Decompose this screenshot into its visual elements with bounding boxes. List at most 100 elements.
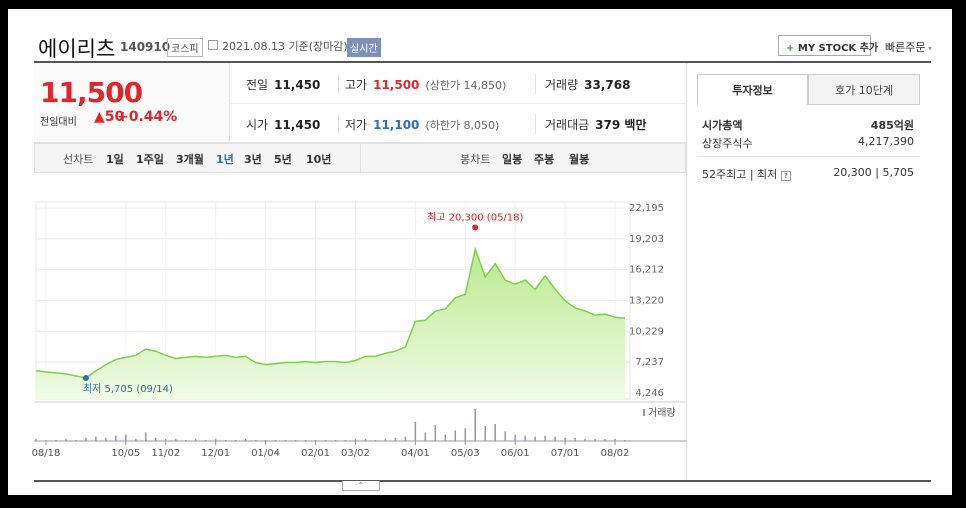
tab[interactable]: 1일 <box>106 153 124 166</box>
summary-label: 저가 <box>345 118 368 132</box>
volume-bar <box>574 437 576 441</box>
tab-group-label: 봉차트 <box>460 153 491 166</box>
summary-cell: 거래대금 379 백만 <box>545 116 652 133</box>
stock-code: 140910 <box>120 40 171 54</box>
low-marker <box>82 374 89 381</box>
summary-cell: 시가 11,450 <box>246 116 326 133</box>
volume-bar <box>584 438 586 441</box>
panel-divider <box>686 63 687 480</box>
volume-bar <box>55 439 57 441</box>
tab[interactable]: 1년 <box>216 153 234 166</box>
side-tab[interactable] <box>808 74 920 105</box>
volume-bar <box>274 439 277 441</box>
volume-bar <box>494 423 496 441</box>
col-divider <box>338 114 339 134</box>
volume-bar <box>354 438 357 441</box>
volume-bar <box>155 437 157 441</box>
stock-name: 에이리츠 <box>38 37 116 61</box>
y-tick-label: 10,229 <box>629 326 664 337</box>
volume-bar <box>324 439 327 441</box>
side-label: 52주최고 | 최저 ? <box>702 166 791 182</box>
volume-bar <box>424 432 427 441</box>
x-tick-label: 05/03 <box>451 448 480 459</box>
tab[interactable]: 10년 <box>306 153 332 166</box>
current-price: 11,500 <box>40 76 143 109</box>
y-tick-label: 22,195 <box>629 203 664 214</box>
tab[interactable]: 월봉 <box>569 153 590 166</box>
volume-bar <box>434 425 437 441</box>
y-tick-label: 13,220 <box>629 296 664 307</box>
row-divider <box>230 103 686 104</box>
volume-bar <box>614 438 616 441</box>
x-tick-label: 01/04 <box>251 448 280 459</box>
volume-bar <box>404 436 407 441</box>
price-box <box>34 63 230 143</box>
col-divider <box>535 114 536 134</box>
x-tick-label: 06/01 <box>501 448 530 459</box>
volume-bar <box>334 439 337 441</box>
volume-bar <box>514 434 516 441</box>
tab[interactable]: 3년 <box>244 153 262 166</box>
area-fill <box>36 249 625 399</box>
header-rule <box>34 61 931 63</box>
volume-bar <box>394 437 397 441</box>
volume-bar <box>444 434 447 441</box>
side-value: 20,300 | 5,705 <box>833 166 914 179</box>
quick-order-label[interactable]: 빠른주문 <box>885 41 926 54</box>
summary-value: 33,768 <box>584 78 631 92</box>
my-stock-button[interactable] <box>778 35 871 56</box>
y-tick-label: 7,237 <box>635 357 664 368</box>
volume-bar <box>194 438 197 441</box>
summary-value: 379 백만 <box>595 118 647 132</box>
volume-bar <box>414 421 417 441</box>
tab-group-label: 선차트 <box>63 153 94 166</box>
change-rate: +0.44% <box>117 109 178 125</box>
side-divider <box>697 156 920 157</box>
row-divider <box>230 142 686 143</box>
side-value: 485억원 <box>870 119 914 132</box>
change-label: 전일대비 <box>40 117 77 128</box>
quick-order[interactable]: 빠른주문 ▾ <box>885 41 933 54</box>
volume-bar <box>95 436 97 441</box>
x-tick-label: 11/02 <box>151 448 180 459</box>
high-label: 최고 20,300 (05/18) <box>427 212 523 224</box>
volume-bar <box>484 426 486 441</box>
volume-bar <box>45 439 47 441</box>
volume-bar <box>454 430 457 441</box>
x-tick-label: 04/01 <box>401 448 430 459</box>
side-tab-label[interactable]: 투자정보 <box>732 84 773 97</box>
summary-value: 11,450 <box>274 118 321 132</box>
tab[interactable]: 3개월 <box>176 153 204 166</box>
summary-value: 11,450 <box>274 78 321 92</box>
side-tab-label[interactable]: 호가 10단계 <box>835 84 893 97</box>
tab[interactable]: 주봉 <box>534 153 555 166</box>
x-tick-label: 10/05 <box>111 448 140 459</box>
x-tick-label: 08/18 <box>32 448 61 459</box>
side-value: 4,217,390 <box>858 135 914 148</box>
volume-bar <box>145 432 147 441</box>
volume-bar <box>374 439 377 441</box>
volume-bar <box>224 439 227 441</box>
tab[interactable]: 1주일 <box>136 153 164 166</box>
help-icon[interactable]: ? <box>780 171 791 181</box>
summary-cell: 거래량 33,768 <box>545 76 636 93</box>
volume-bar <box>125 434 127 441</box>
tab[interactable]: 5년 <box>274 153 292 166</box>
realtime-badge[interactable]: 실시간 <box>347 38 381 57</box>
volume-bar <box>524 435 526 441</box>
calendar-icon <box>208 40 218 50</box>
volume-bar <box>244 438 247 441</box>
low-label: 최저 5,705 (09/14) <box>83 383 173 395</box>
my-stock-text[interactable]: + MY STOCK 추가 <box>786 43 879 54</box>
side-label: 시가총액 <box>702 119 743 132</box>
collapse-button[interactable]: ⌃ <box>342 481 380 491</box>
tab[interactable]: 일봉 <box>502 153 523 166</box>
summary-value: 11,100 <box>373 118 420 132</box>
side-label-text: 52주최고 | 최저 <box>702 168 778 181</box>
side-tab-active[interactable] <box>697 74 808 105</box>
summary-label: 시가 <box>246 118 269 132</box>
summary-cell: 전일 11,450 <box>246 76 326 93</box>
my-stock-label[interactable]: MY STOCK 추가 <box>797 43 879 54</box>
y-tick-label: 19,203 <box>629 234 664 245</box>
